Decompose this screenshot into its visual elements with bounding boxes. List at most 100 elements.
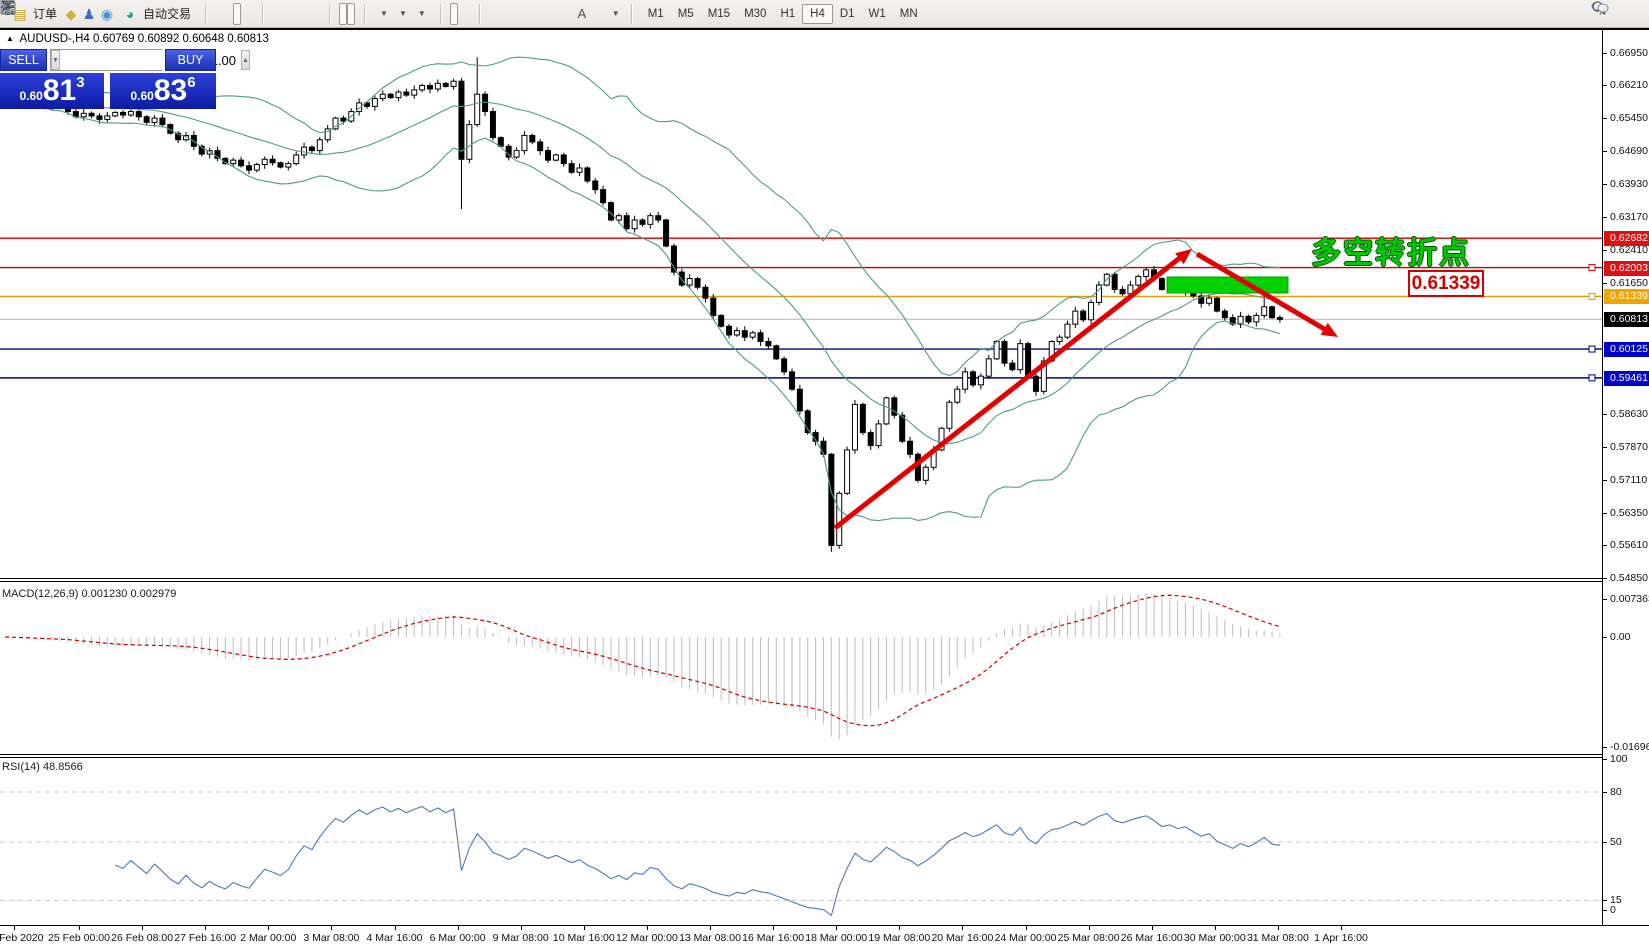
fibonacci-tool[interactable]: F (1, 2, 573, 23)
time-label: 9 Mar 08:00 (492, 932, 549, 944)
price-tag-0.62682: 0.62682 (1604, 231, 1649, 247)
time-tick (142, 926, 144, 930)
time-tick (583, 926, 585, 930)
line-endpoint-marker[interactable] (1588, 374, 1596, 382)
line-endpoint-marker[interactable] (1588, 292, 1596, 300)
gold-icon[interactable]: ◆ (65, 5, 77, 22)
zoom-in-icon[interactable] (1, 1, 284, 23)
macd-panel[interactable]: MACD(12,26,9) 0.001230 0.002979 (0, 582, 1602, 754)
vertical-line-tool[interactable] (5, 1, 501, 23)
toolbar-group-timeframes: M1 M5 M15 M30 H1 H4 D1 W1 MN (635, 0, 931, 28)
time-label: 25 Feb 00:00 (48, 932, 110, 944)
price-tick-0.57870: 0.57870 (1603, 440, 1649, 455)
rsi-panel[interactable]: RSI(14) 48.8566 (0, 758, 1602, 925)
bar-chart-icon[interactable] (1, 2, 233, 23)
caret-icon: ▼ (611, 9, 620, 18)
timeframe-m5[interactable]: M5 (677, 7, 694, 20)
time-label: 13 Mar 08:00 (679, 932, 741, 944)
sell-price-display[interactable]: 0.60 81 3 (0, 73, 104, 109)
period-button[interactable]: ▼ (1, 1, 412, 25)
price-callout-label: 0.61339 (1408, 270, 1484, 297)
toolbar-group-scroll (1, 0, 361, 28)
profile-icon[interactable]: ♟ (82, 5, 96, 22)
volume-increase-button[interactable]: ▲ (240, 50, 250, 70)
price-tick-0.57110: 0.57110 (1603, 473, 1649, 488)
price-axis[interactable]: 0.66950 0.66210 0.65450 0.64690 0.63930 0.631… (1602, 30, 1649, 925)
channel-tool[interactable]: E (0, 1, 555, 23)
price-tick-0.63170: 0.63170 (1603, 210, 1649, 225)
chart-corner-icon: ▲ (6, 34, 14, 43)
sell-button[interactable]: SELL (0, 49, 47, 71)
toolbar-group-chartmode (0, 0, 326, 28)
horizontal-line-tool[interactable] (1, 5, 519, 23)
volume-decrease-button[interactable]: ▼ (51, 50, 60, 70)
timeframe-w1[interactable]: W1 (868, 7, 886, 20)
macd-tick-0.00: 0.00 (1603, 630, 1649, 645)
candlestick-series (2, 57, 1283, 552)
time-label: 30 Mar 00:00 (1183, 932, 1246, 944)
panel-separator[interactable] (0, 754, 1649, 758)
timeframe-h4[interactable]: H4 (802, 3, 833, 24)
tile-windows-icon[interactable] (0, 0, 320, 23)
price-tick-0.54850: 0.54850 (1603, 571, 1649, 586)
chat-icon[interactable] (1591, 1, 1641, 23)
time-label: 27 Feb 16:00 (174, 932, 237, 944)
add-indicator-button[interactable]: ▼ (0, 1, 393, 25)
highlight-rectangle[interactable] (1166, 276, 1289, 294)
timeframe-mn[interactable]: MN (899, 7, 918, 20)
panel-separator[interactable] (0, 578, 1649, 582)
new-order-button[interactable]: ▤ 订单 (6, 3, 62, 25)
text-label-tool[interactable]: T (0, 1, 609, 23)
buy-price-display[interactable]: 0.60 83 6 (110, 73, 216, 109)
timeframe-h1[interactable]: H1 (780, 7, 796, 20)
bollinger-upper (4, 56, 1280, 377)
autotrade-button[interactable]: ◕ 自动交易 (116, 3, 196, 25)
line-endpoint-marker[interactable] (1588, 345, 1596, 353)
time-label: 21 Feb 2020 (0, 932, 44, 944)
price-tick-0.62410: 0.62410 (1603, 243, 1649, 258)
rsi-tick-100: 100 (1603, 752, 1649, 767)
buy-price-prefix: 0.60 (130, 89, 154, 103)
autoscroll-button[interactable] (1, 2, 348, 25)
candlestick-mode-button[interactable] (1, 1, 242, 25)
macd-tick--0.01696: -0.01696 (1603, 740, 1649, 755)
volume-control: ▼ ▲ (50, 49, 250, 71)
cursor-tool[interactable] (3, 1, 458, 25)
time-label: 24 Mar 00:00 (994, 932, 1057, 944)
toolbar: ▤ 订单 ◆ ♟ ◉ ◕ 自动交易 (0, 0, 1649, 28)
timeframe-m15[interactable]: M15 (707, 7, 731, 20)
line-endpoint-marker[interactable] (1588, 264, 1596, 272)
time-label: 26 Mar 16:00 (1120, 932, 1183, 944)
buy-price-main: 83 (153, 74, 188, 107)
time-tick (205, 926, 207, 930)
svg-text:E: E (11, 10, 15, 15)
sell-price-prefix: 0.60 (19, 89, 43, 103)
macd-indicator-label: MACD(12,26,9) 0.001230 0.002979 (2, 588, 177, 600)
zoom-out-icon[interactable] (1, 1, 302, 23)
price-tick-0.56350: 0.56350 (1603, 506, 1649, 521)
time-label: 2 Mar 00:00 (240, 932, 297, 944)
buy-price-pip: 6 (187, 74, 196, 91)
trend-arrows[interactable] (833, 249, 1338, 530)
timeframe-m30[interactable]: M30 (744, 7, 767, 20)
time-tick (520, 926, 522, 930)
template-button[interactable]: ▼ (0, 2, 431, 25)
time-tick (394, 926, 396, 930)
line-chart-icon[interactable] (0, 1, 259, 23)
chart-shift-button[interactable] (1, 2, 356, 25)
signal-icon[interactable]: ◉ (100, 5, 114, 22)
shapes-tool[interactable]: ▼ (1, 3, 622, 25)
rsi-tick-80: 80 (1603, 785, 1649, 800)
text-tool[interactable]: A (577, 6, 587, 21)
buy-button[interactable]: BUY (165, 49, 216, 71)
crosshair-tool[interactable] (1, 1, 476, 23)
trendline-tool[interactable] (0, 0, 537, 23)
price-chart-panel[interactable] (0, 30, 1602, 578)
timeframe-m1[interactable]: M1 (647, 7, 664, 20)
toolbar-group-drawing: E F A T ▼ (0, 0, 628, 28)
rsi-indicator-label: RSI(14) 48.8566 (2, 761, 83, 773)
time-tick (79, 926, 80, 930)
timeframe-d1[interactable]: D1 (839, 7, 855, 20)
time-tick (836, 926, 838, 930)
